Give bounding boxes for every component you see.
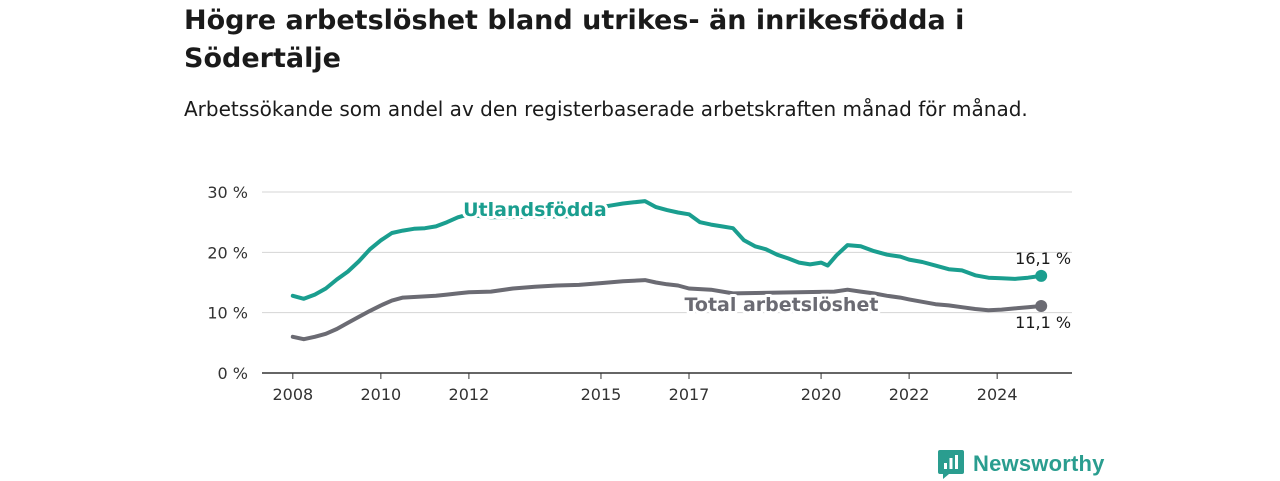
brand-logo: Newsworthy (937, 447, 1105, 481)
grid-lines (262, 191, 1072, 374)
series-labels: 16,1 % 11,1 % Utlandsfödda Total arbetslösh… (460, 196, 1071, 332)
y-tick-label: 30 % (207, 183, 248, 202)
series-line-0 (290, 199, 1044, 301)
x-tick-label: 2017 (669, 385, 710, 404)
x-tick-label: 2022 (889, 385, 930, 404)
y-tick-label: 20 % (207, 243, 248, 262)
y-tick-label: 10 % (207, 304, 248, 323)
x-tick-label: 2008 (272, 385, 313, 404)
chart-bubble-icon (938, 450, 964, 479)
y-tick-label: 0 % (218, 364, 248, 383)
series-line-1 (290, 278, 1044, 342)
series-end-point-1 (1035, 300, 1048, 313)
series-end-label-0: 16,1 % (1015, 249, 1071, 268)
x-tick-label: 2020 (801, 385, 842, 404)
series-annotation-0: Utlandsfödda (463, 199, 607, 221)
x-axis: 2008 2010 2012 2015 2017 2020 2022 2024 (272, 373, 1018, 404)
series-annotation-1: Total arbetslöshet (684, 294, 878, 316)
series-lines (290, 199, 1048, 342)
series-end-point-0 (1035, 269, 1048, 282)
series-end-label-1: 11,1 % (1015, 313, 1071, 332)
brand-name: Newsworthy (973, 451, 1105, 476)
x-tick-label: 2010 (360, 385, 401, 404)
chart-subtitle: Arbetssökande som andel av den registerb… (184, 97, 1028, 121)
x-tick-label: 2015 (581, 385, 622, 404)
x-tick-label: 2024 (977, 385, 1018, 404)
y-axis: 0 % 10 % 20 % 30 % (207, 183, 248, 383)
x-tick-label: 2012 (449, 385, 490, 404)
chart-title: Högre arbetslöshet bland utrikes- än inr… (184, 5, 965, 74)
